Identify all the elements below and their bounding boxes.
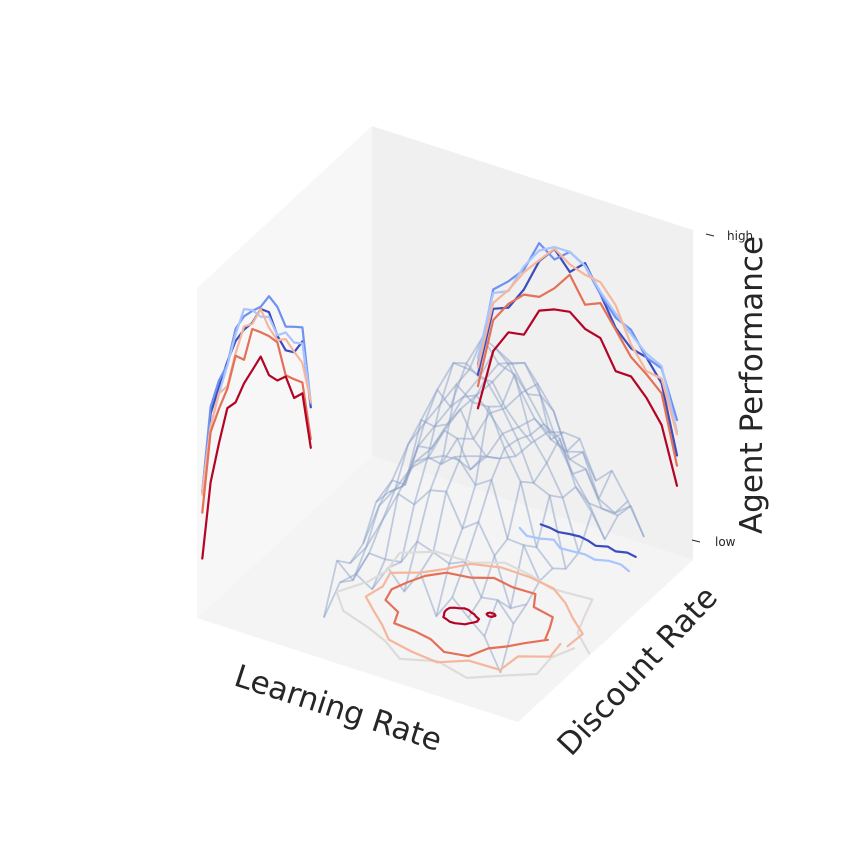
contour-projections — [201, 242, 679, 680]
projection-line — [476, 308, 679, 487]
floor-contour — [335, 550, 594, 680]
wire-col — [349, 489, 527, 610]
wire-row — [451, 422, 597, 598]
wire-col — [467, 431, 645, 538]
projection-line — [476, 273, 679, 467]
projection-line — [201, 308, 312, 492]
wire-row — [499, 504, 645, 673]
projection-line — [201, 355, 312, 560]
floor-contour — [442, 606, 481, 626]
axes-panes — [197, 126, 693, 722]
wire-col — [362, 454, 541, 582]
projection-line — [201, 295, 312, 494]
wire-row — [355, 408, 500, 575]
z-axis-label: Agent Performance — [734, 236, 770, 534]
surface-wireframe — [323, 336, 645, 674]
floor-pane — [197, 456, 693, 722]
wire-col — [440, 382, 619, 517]
projection-line — [476, 247, 679, 457]
back-pane — [372, 126, 693, 560]
wire-col — [453, 417, 632, 514]
floor-contour — [485, 611, 497, 619]
wire-col — [375, 383, 554, 569]
floor-contour — [384, 571, 554, 658]
projection-line — [476, 247, 679, 436]
wire-row — [403, 336, 549, 592]
z-tick-high-mark — [705, 233, 715, 237]
z-tick-high: high — [727, 229, 753, 243]
floor-contour — [364, 562, 584, 672]
wire-col — [401, 336, 580, 553]
projection-line — [201, 308, 312, 496]
wire-row — [387, 361, 533, 569]
wire-col — [323, 566, 502, 674]
floor-contour — [518, 526, 631, 573]
floor-contour — [539, 523, 637, 559]
wire-row — [483, 485, 629, 637]
wire-col — [427, 361, 606, 540]
z-axis-ticks: high low — [691, 229, 753, 549]
projection-line — [201, 327, 312, 514]
z-tick-low: low — [715, 535, 736, 549]
z-tick-low-mark — [691, 539, 701, 543]
